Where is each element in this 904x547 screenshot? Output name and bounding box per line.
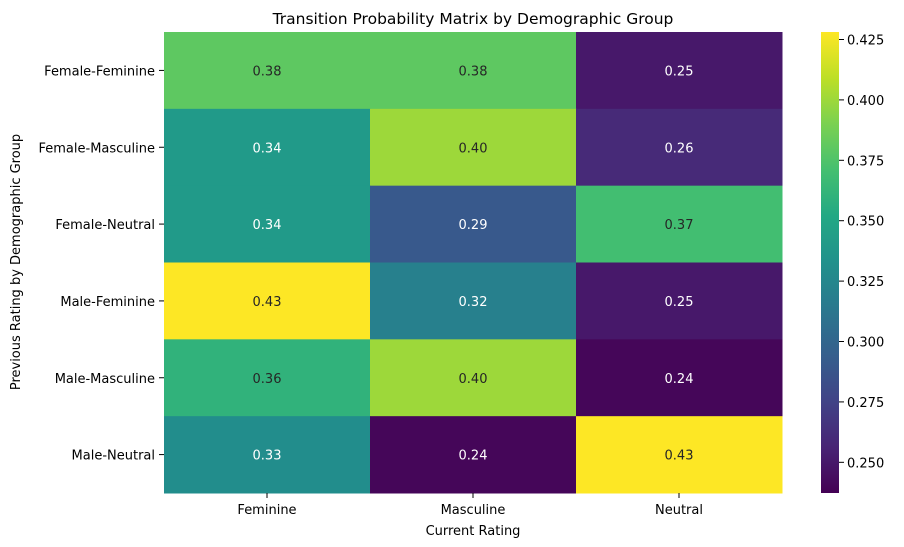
heatmap-cell [164,262,371,340]
heatmap-cell [370,416,577,494]
heatmap-cell [370,339,577,417]
cell-annotation: 0.24 [665,372,694,387]
cell-annotation: 0.26 [665,141,694,156]
heatmap-cell [576,32,783,110]
cell-annotation: 0.36 [253,372,282,387]
y-tick-label: Male-Masculine [55,372,155,387]
y-axis-ticks: Female-Feminine Female-Masculine Female-Ne… [39,64,164,464]
cell-annotation: 0.34 [253,141,282,156]
cell-annotation: 0.29 [459,218,488,233]
heatmap-cell [164,416,371,494]
colorbar-gradient [821,32,839,493]
heatmap-cell [576,185,783,263]
x-tick-label: Neutral [655,503,703,518]
chart-title: Transition Probability Matrix by Demogra… [272,10,674,28]
colorbar-tick-label: 0.425 [847,33,884,48]
cell-annotation: 0.38 [253,64,282,79]
colorbar-tick-label: 0.350 [847,215,884,230]
heatmap-cell [370,185,577,263]
cell-annotation: 0.24 [459,449,488,464]
colorbar-tick-label: 0.300 [847,336,884,351]
x-axis-label: Current Rating [426,524,521,539]
heatmap-cell [576,262,783,340]
colorbar-tick-label: 0.325 [847,275,884,290]
cell-annotation: 0.40 [459,372,488,387]
heatmap-cell [576,339,783,417]
x-tick-label: Feminine [237,503,296,518]
y-tick-label: Male-Neutral [72,449,155,464]
heatmap-cell [164,108,371,187]
colorbar-tick-label: 0.375 [847,154,884,169]
heatmap-cell [370,262,577,340]
heatmap-cell [576,108,783,187]
heatmap-cell [576,416,783,494]
cell-annotation: 0.25 [665,64,694,79]
colorbar-tick-label: 0.250 [847,456,884,471]
cell-annotation: 0.33 [253,449,282,464]
heatmap-cells: 0.38 0.38 0.25 0.34 0.40 0.26 0.34 0.29 0.37 0.43… [164,32,783,494]
y-tick-label: Female-Neutral [55,218,155,233]
cell-annotation: 0.37 [665,218,694,233]
cell-annotation: 0.43 [253,295,282,310]
heatmap-cell [164,185,371,263]
colorbar-tick-label: 0.275 [847,396,884,411]
heatmap-cell [370,32,577,110]
cell-annotation: 0.34 [253,218,282,233]
x-axis-ticks: Feminine Masculine Neutral [237,493,703,518]
heatmap-cell [164,339,371,417]
cell-annotation: 0.38 [459,64,488,79]
y-tick-label: Female-Masculine [39,141,156,156]
y-tick-label: Female-Feminine [44,64,155,79]
cell-annotation: 0.25 [665,295,694,310]
y-tick-label: Male-Feminine [60,295,155,310]
colorbar: 0.250 0.275 0.300 0.325 0.350 0.375 0.400 0.425 [821,32,884,493]
cell-annotation: 0.40 [459,141,488,156]
colorbar-tick-label: 0.400 [847,94,884,109]
x-tick-label: Masculine [441,503,506,518]
y-axis-label: Previous Rating by Demographic Group [9,134,24,390]
heatmap-cell [370,108,577,187]
cell-annotation: 0.32 [459,295,488,310]
heatmap-cell [164,32,371,110]
cell-annotation: 0.43 [665,449,694,464]
